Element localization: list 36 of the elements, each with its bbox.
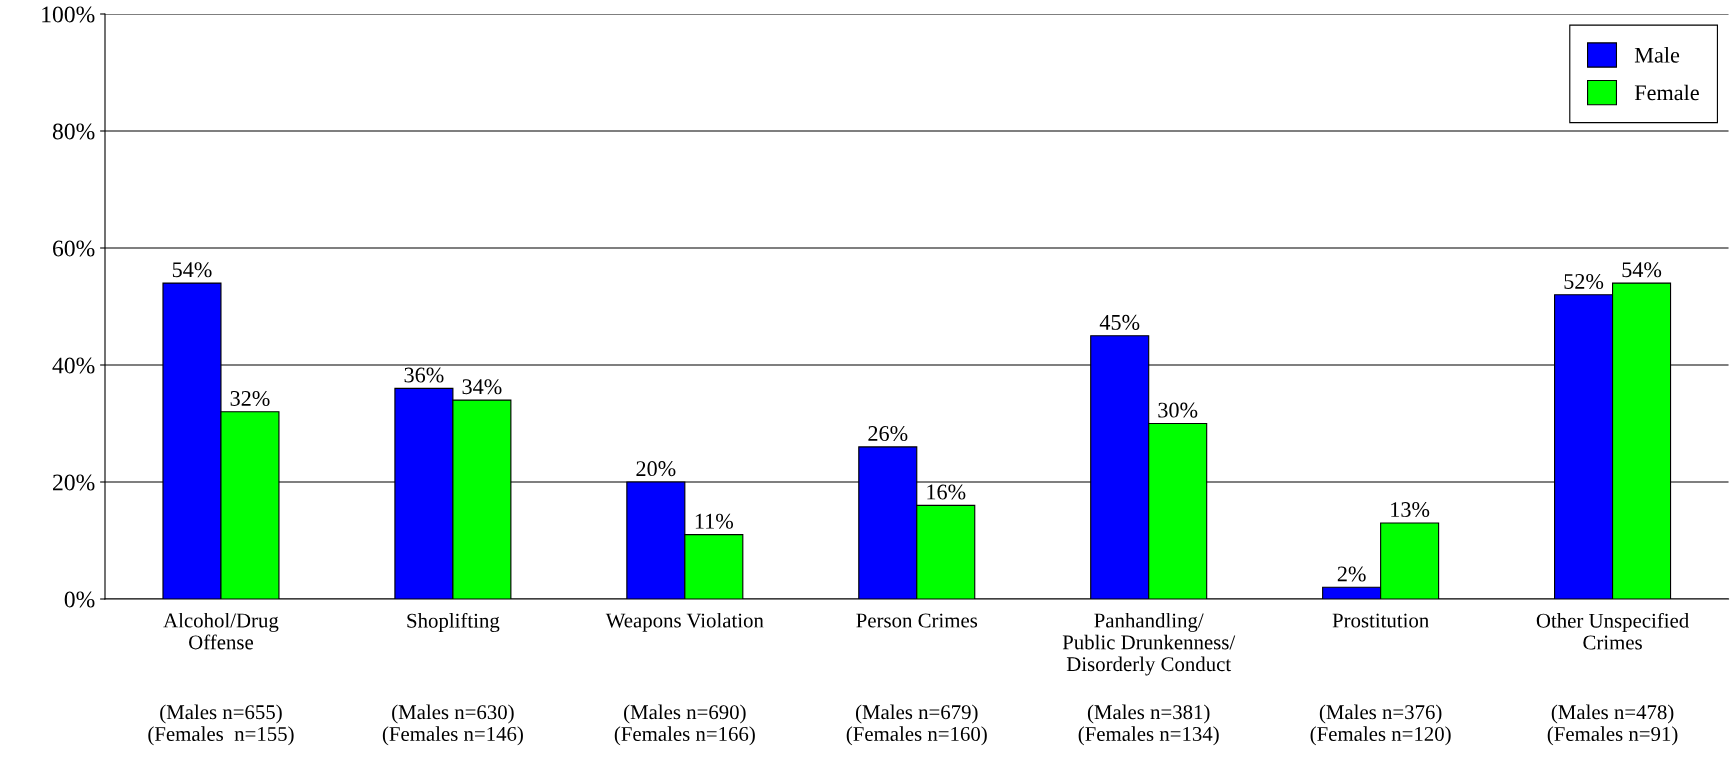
data-label: 45% — [1099, 314, 1140, 330]
x-tick-label: Shoplifting — [407, 612, 500, 633]
y-tick-label: 100% — [42, 6, 95, 23]
x-tick-label: Person Crimes — [856, 613, 978, 628]
data-label: 11% — [695, 513, 734, 529]
data-label: 26% — [868, 426, 908, 442]
data-label: 54% — [1622, 262, 1662, 278]
data-label: 36% — [404, 367, 444, 383]
data-label: 54% — [172, 262, 212, 278]
x-tick-label: Panhandling/ Public Drunkenness/ Disorderly Conduct — [1062, 612, 1236, 676]
x-tick-label: Alcohol/Drug Offense — [163, 612, 279, 650]
legend-label: Male — [1634, 47, 1680, 63]
data-label: 13% — [1391, 502, 1430, 518]
x-tick-label: Other Unspecified Crimes — [1536, 612, 1689, 650]
text: (Males n=655) (Females n=155) — [148, 704, 294, 746]
data-label: 52% — [1564, 273, 1604, 289]
x-tick-label: Weapons Violation — [605, 612, 764, 632]
text: (Males n=630) (Females n=146) — [382, 704, 523, 746]
text: (Males n=690) (Females n=166) — [614, 704, 755, 746]
data-label: 34% — [462, 379, 502, 395]
y-tick-label: 20% — [53, 474, 95, 491]
y-tick-label: 40% — [52, 357, 95, 374]
data-label: 16% — [927, 484, 966, 500]
x-tick-label: Prostitution — [1332, 613, 1429, 628]
data-label: 20% — [636, 461, 676, 477]
legend-label: Female — [1634, 84, 1699, 101]
data-label: 32% — [230, 390, 270, 406]
data-label: 30% — [1158, 402, 1198, 418]
y-tick-label: 0% — [64, 591, 95, 608]
y-tick-label: 80% — [52, 123, 95, 140]
text: (Males n=376) (Females n=120) — [1310, 704, 1451, 746]
text: (Males n=679) (Females n=160) — [846, 704, 987, 746]
data-label: 2% — [1337, 566, 1366, 582]
y-tick-label: 60% — [53, 240, 95, 257]
text: (Males n=381) (Females n=134) — [1078, 704, 1219, 746]
text: (Males n=478) (Females n=91) — [1547, 704, 1678, 746]
